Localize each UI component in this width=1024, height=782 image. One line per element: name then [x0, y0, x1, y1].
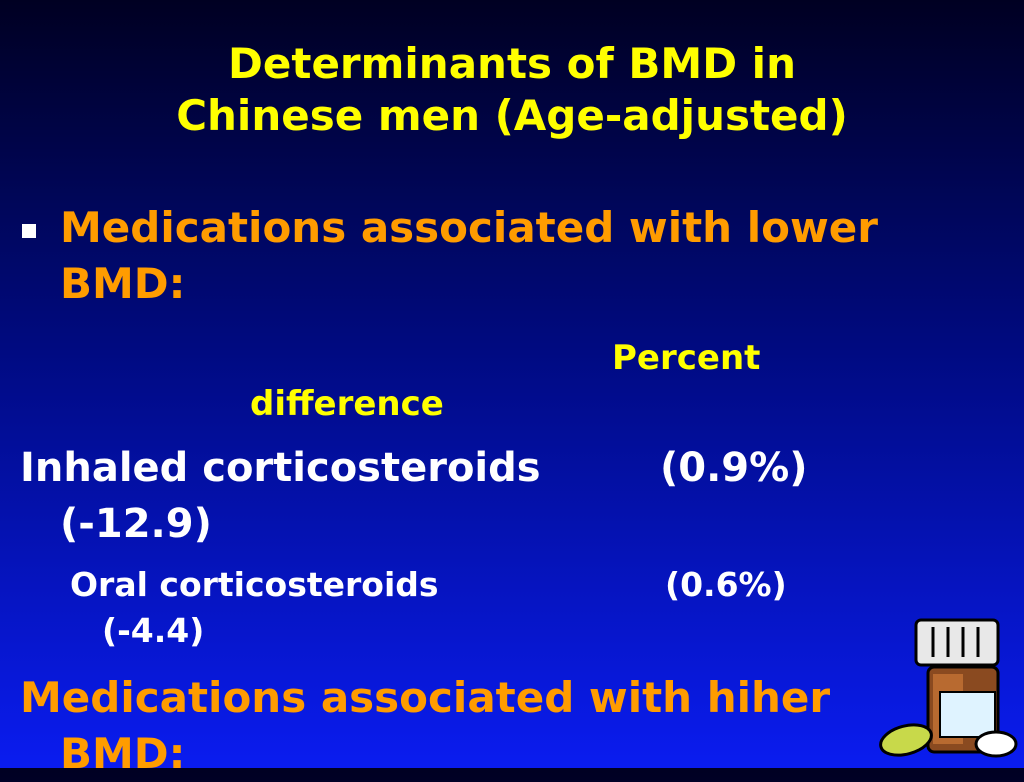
bullet: [22, 224, 36, 238]
row-share: (0.9%): [660, 445, 808, 491]
column-header: Percent difference: [250, 338, 761, 424]
pill-bottle-icon: [879, 618, 1018, 758]
row: Oral corticosteroids (0.6%) (-4.4): [70, 562, 1002, 654]
row-difference: (-4.4): [102, 611, 205, 650]
row-share: (0.6%): [665, 565, 787, 604]
row: Inhaled corticosteroids (0.9%) (-12.9): [20, 440, 1010, 552]
lower-heading: Medications associated with lower BMD:: [60, 203, 878, 308]
higher-heading: Medications associated with hiher BMD:: [20, 673, 831, 778]
row-label: Inhaled corticosteroids: [20, 445, 541, 491]
row-difference: (-12.9): [60, 501, 212, 547]
title: Determinants of BMD in Chinese men (Age-…: [0, 38, 1024, 142]
title-line: Determinants of BMD in: [228, 39, 796, 88]
row-label: Oral corticosteroids: [70, 565, 439, 604]
title-line: Chinese men (Age-adjusted): [176, 91, 848, 140]
